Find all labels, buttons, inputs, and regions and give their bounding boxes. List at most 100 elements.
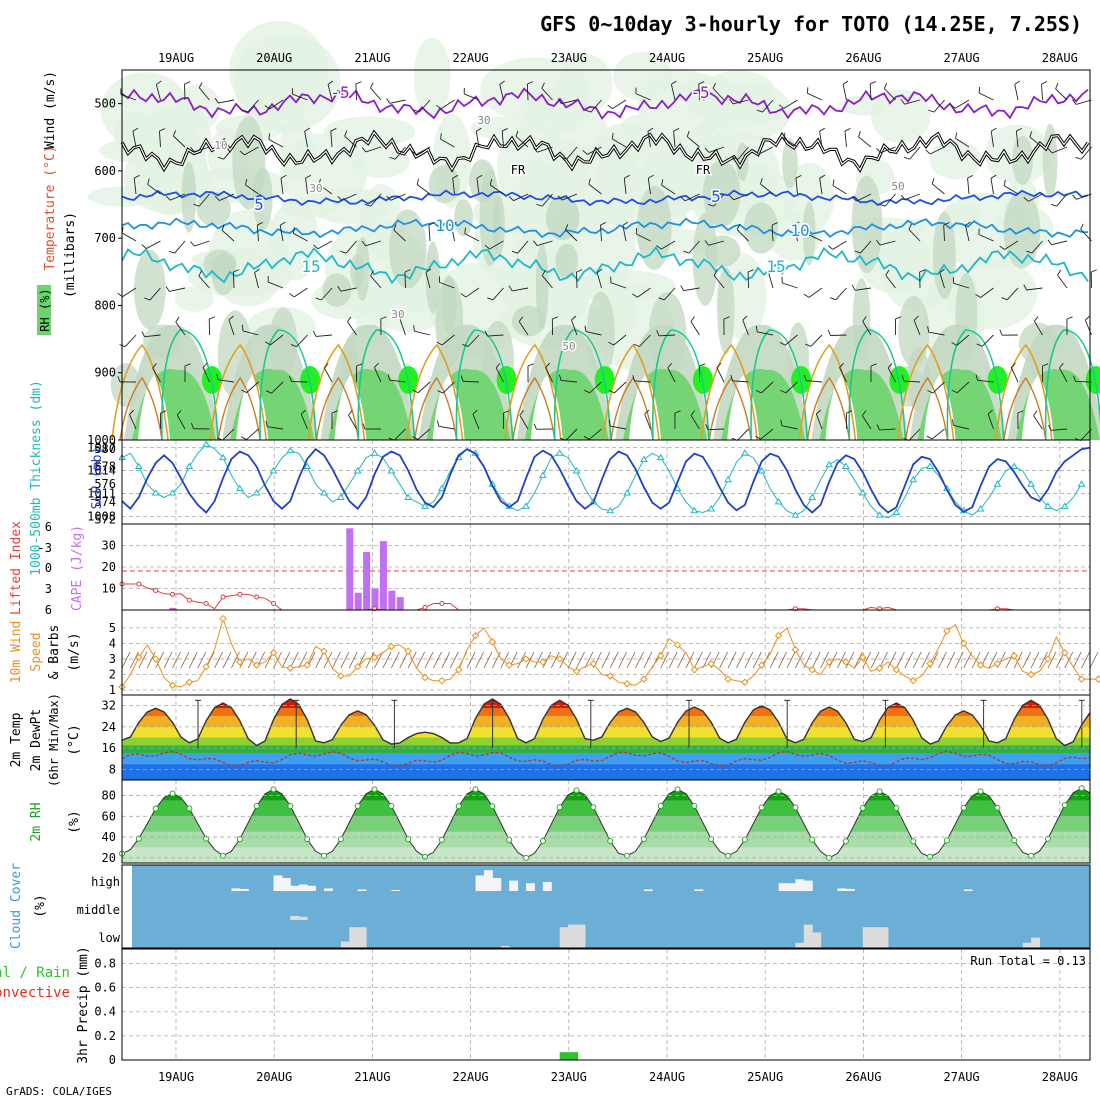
wind-barb-10m (736, 652, 744, 668)
wind-barb-10m (400, 652, 408, 668)
cloud-bar-high (240, 889, 249, 891)
cloud-bar-high (476, 875, 485, 891)
rh-blob-mid (350, 254, 364, 288)
wind-barb-10m (745, 652, 753, 668)
thickness-point (237, 486, 243, 491)
rh-blob-mid (454, 199, 473, 236)
wind-barb-10m (610, 652, 618, 668)
rh-point (1079, 786, 1084, 791)
wind-barb-10m (139, 652, 147, 668)
rh-point (591, 805, 596, 810)
wind-barb (184, 84, 185, 100)
wind-barb-10m (375, 652, 383, 668)
rh-point (944, 838, 949, 843)
cape-bar (355, 593, 362, 610)
wind-speed-point (1095, 676, 1100, 682)
x-tick-label-bottom: 26AUG (845, 1070, 881, 1084)
cape-bar (346, 528, 353, 610)
cloud-level-high: high (91, 875, 120, 889)
wind-speed-point (1079, 676, 1085, 682)
contour-label: 30 (391, 308, 404, 321)
thickness-point (1011, 464, 1017, 469)
lifted-index-point (272, 602, 276, 606)
temp-band (122, 738, 1090, 746)
wind-barb-10m (678, 652, 686, 668)
thickness-point (641, 456, 647, 461)
cloud-bar-high (795, 879, 804, 891)
wind-barb-10m (728, 652, 736, 668)
slp-tick-label: 1008 (87, 509, 116, 523)
cloud-bar-low (568, 925, 577, 948)
wind-barb-10m (694, 652, 702, 668)
wind-barb-10m (1073, 652, 1081, 668)
wind-speed-point (321, 648, 327, 654)
contour-label: 30 (477, 114, 490, 127)
rh-point (911, 839, 916, 844)
ylabel-wind10m-d: (m/s) (67, 632, 82, 671)
wind-speed-point (910, 678, 916, 684)
wind-barb-10m (173, 652, 181, 668)
wind-tick-label: 1 (109, 683, 116, 697)
thickness-point (725, 477, 731, 482)
lifted-index-point (187, 598, 191, 602)
wind-barb-10m (644, 652, 652, 668)
rh-tick-label: 20 (102, 851, 116, 865)
thickness-point (405, 494, 411, 499)
wind-speed-point (1045, 656, 1051, 662)
contour-label: 15 (766, 257, 785, 276)
thickness-point (860, 490, 866, 495)
wind-speed-point (927, 661, 933, 667)
wind-barb-10m (383, 652, 391, 668)
wind-barb-flag (1091, 270, 1097, 272)
rh-point (843, 839, 848, 844)
precip-tick-label: 0.2 (94, 1029, 116, 1043)
ylabel-temperature: Temperature (°C) (43, 145, 58, 270)
temp-band (122, 764, 1090, 780)
wind-barb (405, 272, 406, 288)
thickness-point (742, 450, 748, 455)
contour-label: 10 (435, 216, 454, 235)
temp-tick-label: 32 (102, 699, 116, 713)
wind-barb-10m (812, 652, 820, 668)
cloud-bar-low (341, 942, 350, 949)
lifted-index-point (221, 595, 225, 599)
x-tick-label-top: 25AUG (747, 51, 783, 65)
thickness-point (523, 503, 529, 508)
wind-barb-10m (181, 652, 189, 668)
rh-point (355, 803, 360, 808)
wind-barb-10m (913, 652, 921, 668)
cloud-bar-high (509, 881, 518, 891)
wind-barb-10m (425, 652, 433, 668)
wind-barb-10m (467, 652, 475, 668)
wind-barb-10m (433, 652, 441, 668)
contour-label: 15 (301, 257, 320, 276)
wind-barb-10m (417, 652, 425, 668)
wind-speed-point (1028, 671, 1034, 677)
lifted-index-point (238, 592, 242, 596)
temp-band (122, 716, 1090, 727)
lifted-index-point (204, 602, 208, 606)
x-tick-label-bottom: 23AUG (551, 1070, 587, 1084)
wind-barb-10m (1090, 652, 1098, 668)
rh-blob-mid (705, 235, 741, 267)
rh-band (122, 816, 1090, 832)
wind-barb (356, 84, 357, 100)
lifted-index-point (154, 589, 158, 593)
cloud-level-middle: middle (77, 903, 120, 917)
cloud-bar-high (804, 881, 813, 891)
x-tick-label-top: 28AUG (1042, 51, 1078, 65)
wind-barb-10m (1031, 652, 1039, 668)
wind-tick-label: 2 (109, 667, 116, 681)
rh-blob-light (352, 145, 410, 178)
wind-barb-10m (568, 652, 576, 668)
wind-speed-point (287, 665, 293, 671)
cloud-bar-high (299, 885, 308, 892)
cloud-bar-high (290, 886, 299, 891)
wind-barb-10m (366, 652, 374, 668)
wind-barb-10m (290, 652, 298, 668)
thickness-point (893, 510, 899, 515)
rh-point (810, 837, 815, 842)
rh-blob-mid (134, 250, 166, 329)
cloud-bar-high (787, 883, 796, 891)
